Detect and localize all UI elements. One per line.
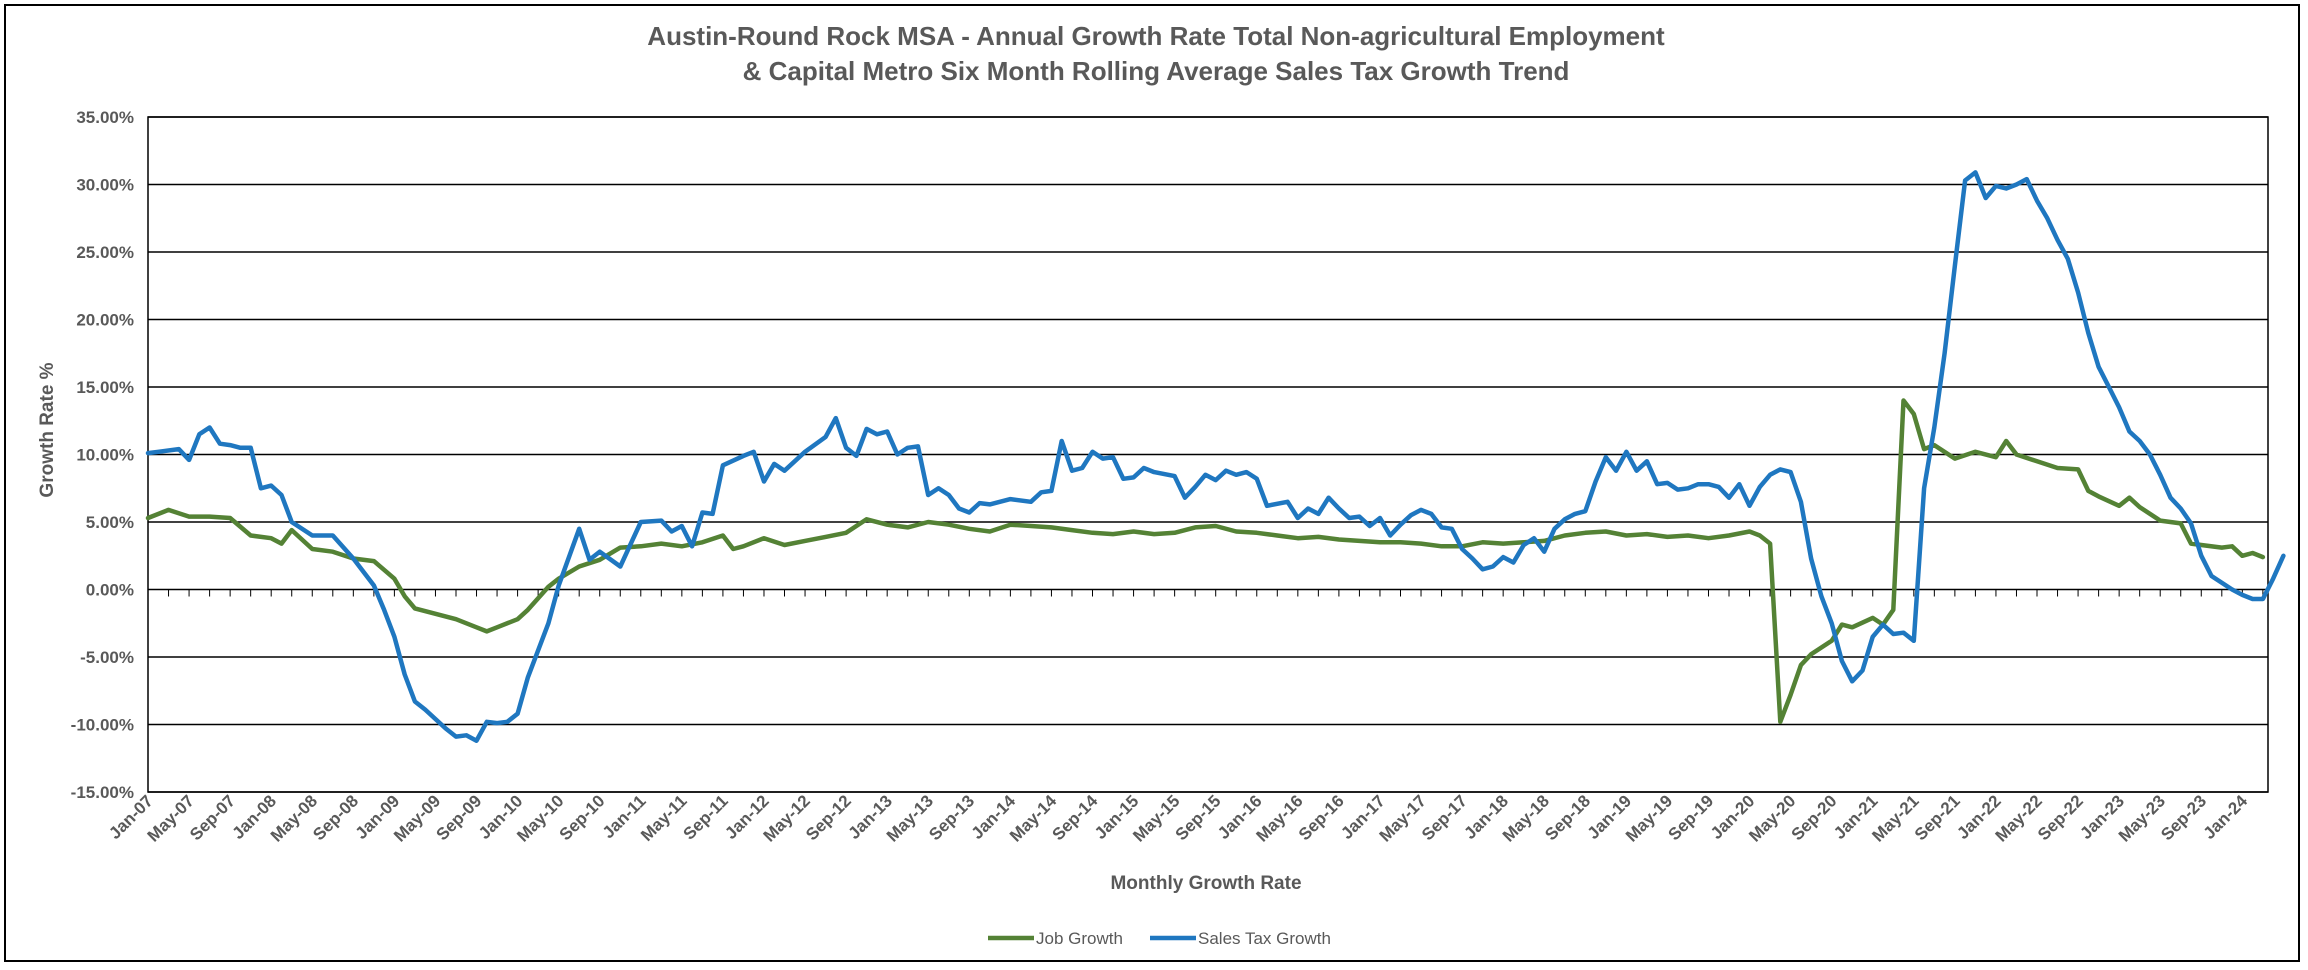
x-tick-label: Sep-22 [2034, 791, 2087, 844]
x-tick-label: May-15 [1129, 791, 1183, 845]
y-tick-label: -10.00% [71, 716, 134, 735]
x-tick-label: May-13 [883, 791, 937, 845]
x-tick-label: May-16 [1252, 791, 1306, 845]
x-tick-label: Sep-10 [556, 791, 609, 844]
x-tick-label: Sep-20 [1788, 791, 1841, 844]
x-tick-label: Sep-21 [1911, 791, 1964, 844]
y-tick-label: 15.00% [76, 378, 134, 397]
x-tick-label: Sep-18 [1541, 791, 1594, 844]
x-tick-label: May-07 [144, 791, 198, 845]
x-tick-label: Sep-15 [1172, 791, 1225, 844]
chart-subtitle: & Capital Metro Six Month Rolling Averag… [743, 56, 1570, 86]
y-tick-label: 5.00% [86, 513, 134, 532]
x-tick-label: May-11 [637, 791, 691, 845]
x-tick-label: May-17 [1376, 791, 1430, 845]
y-tick-label: -5.00% [80, 648, 134, 667]
x-tick-label: Sep-09 [432, 791, 485, 844]
x-tick-label: Sep-14 [1048, 791, 1101, 844]
chart-title: Austin-Round Rock MSA - Annual Growth Ra… [647, 21, 1665, 51]
x-tick-label: May-19 [1622, 791, 1676, 845]
x-tick-label: Jan-24 [2200, 791, 2252, 843]
legend: Job Growth Sales Tax Growth [988, 929, 1331, 948]
x-tick-label: Sep-17 [1418, 791, 1471, 844]
legend-label: Sales Tax Growth [1198, 929, 1331, 948]
x-tick-label: May-18 [1499, 791, 1553, 845]
x-tick-label: May-23 [2115, 791, 2169, 845]
y-tick-label: 30.00% [76, 176, 134, 195]
legend-label: Job Growth [1036, 929, 1123, 948]
y-tick-label: 0.00% [86, 581, 134, 600]
x-tick-label: Sep-19 [1664, 791, 1717, 844]
x-axis-label: Monthly Growth Rate [1110, 873, 1301, 894]
x-tick-label: Sep-23 [2157, 791, 2210, 844]
x-tick-label: May-21 [1868, 791, 1922, 845]
x-tick-label: Sep-08 [309, 791, 362, 844]
x-tick-label: Sep-16 [1295, 791, 1348, 844]
series-line-sales-tax-growth [145, 170, 2286, 743]
series-lines [145, 170, 2286, 743]
x-tick-label: May-12 [760, 791, 814, 845]
y-tick-label: 25.00% [76, 243, 134, 262]
y-tick-label: 10.00% [76, 446, 134, 465]
x-tick-label: Sep-12 [802, 791, 855, 844]
x-tick-label: May-08 [267, 791, 321, 845]
gridlines [147, 116, 2269, 793]
y-tick-label: 20.00% [76, 311, 134, 330]
x-tick-label: Sep-13 [925, 791, 978, 844]
x-tick-label: May-09 [390, 791, 444, 845]
y-tick-label: 35.00% [76, 108, 134, 127]
x-tick-label: May-14 [1006, 791, 1061, 846]
y-axis-ticks: 35.00% 30.00% 25.00% 20.00% 15.00% 10.00% 5.00… [71, 108, 134, 802]
x-tick-label: May-20 [1745, 791, 1799, 845]
x-tick-label: May-22 [1992, 791, 2046, 845]
x-tick-label: May-10 [513, 791, 567, 845]
chart-frame [4, 4, 2300, 962]
x-tick-label: Sep-07 [186, 791, 239, 844]
y-axis-label: Growth Rate % [37, 362, 58, 497]
x-axis-ticks: Jan-07May-07Sep-07Jan-08May-08Sep-08Jan-… [105, 791, 2251, 846]
series-line-job-growth [145, 398, 2266, 725]
y-tick-label: -15.00% [71, 783, 134, 802]
x-tick-label: Sep-11 [680, 791, 732, 843]
